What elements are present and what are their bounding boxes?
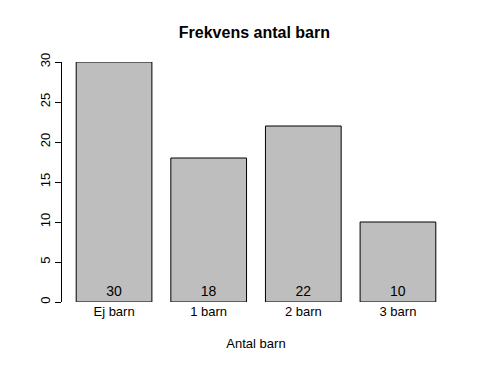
svg-text:18: 18 xyxy=(201,283,217,299)
svg-text:Antal barn: Antal barn xyxy=(226,336,285,351)
svg-text:Frekvens antal barn: Frekvens antal barn xyxy=(179,24,330,41)
svg-text:10: 10 xyxy=(38,213,53,227)
svg-text:5: 5 xyxy=(38,256,53,263)
svg-text:0: 0 xyxy=(38,296,53,303)
svg-text:2 barn: 2 barn xyxy=(285,304,322,319)
svg-text:3 barn: 3 barn xyxy=(380,304,417,319)
svg-text:25: 25 xyxy=(38,93,53,107)
svg-text:Ej barn: Ej barn xyxy=(93,304,134,319)
svg-text:1 barn: 1 barn xyxy=(190,304,227,319)
svg-text:15: 15 xyxy=(38,173,53,187)
svg-text:20: 20 xyxy=(38,133,53,147)
svg-text:10: 10 xyxy=(390,283,406,299)
svg-text:22: 22 xyxy=(295,283,311,299)
svg-text:30: 30 xyxy=(38,53,53,67)
svg-text:30: 30 xyxy=(106,283,122,299)
